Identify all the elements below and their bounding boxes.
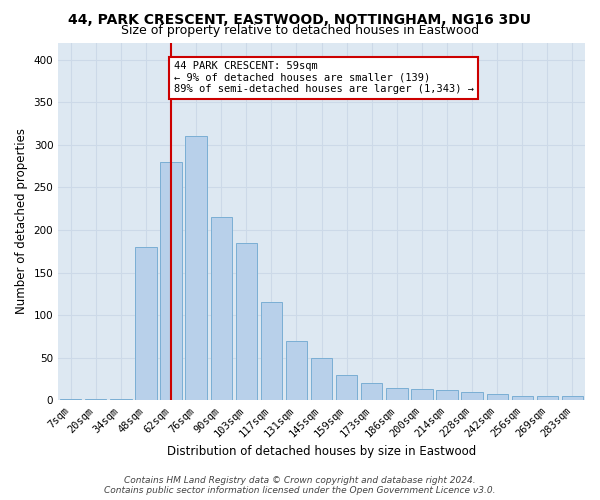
Text: Size of property relative to detached houses in Eastwood: Size of property relative to detached ho… — [121, 24, 479, 37]
Bar — [136, 247, 157, 400]
Bar — [185, 136, 207, 400]
Bar — [361, 384, 382, 400]
Bar — [286, 341, 307, 400]
Bar — [512, 396, 533, 400]
Bar — [311, 358, 332, 401]
Text: 44, PARK CRESCENT, EASTWOOD, NOTTINGHAM, NG16 3DU: 44, PARK CRESCENT, EASTWOOD, NOTTINGHAM,… — [68, 12, 532, 26]
Bar — [461, 392, 483, 400]
Bar — [236, 243, 257, 400]
Bar — [336, 375, 358, 400]
Bar — [160, 162, 182, 400]
Bar — [487, 394, 508, 400]
Bar — [436, 390, 458, 400]
Bar — [386, 388, 407, 400]
X-axis label: Distribution of detached houses by size in Eastwood: Distribution of detached houses by size … — [167, 444, 476, 458]
Y-axis label: Number of detached properties: Number of detached properties — [15, 128, 28, 314]
Bar — [537, 396, 558, 400]
Bar — [110, 399, 131, 400]
Bar — [411, 390, 433, 400]
Text: Contains HM Land Registry data © Crown copyright and database right 2024.
Contai: Contains HM Land Registry data © Crown c… — [104, 476, 496, 495]
Bar — [562, 396, 583, 400]
Bar — [261, 302, 282, 400]
Text: 44 PARK CRESCENT: 59sqm
← 9% of detached houses are smaller (139)
89% of semi-de: 44 PARK CRESCENT: 59sqm ← 9% of detached… — [173, 62, 473, 94]
Bar — [85, 399, 106, 400]
Bar — [60, 399, 82, 400]
Bar — [211, 217, 232, 400]
